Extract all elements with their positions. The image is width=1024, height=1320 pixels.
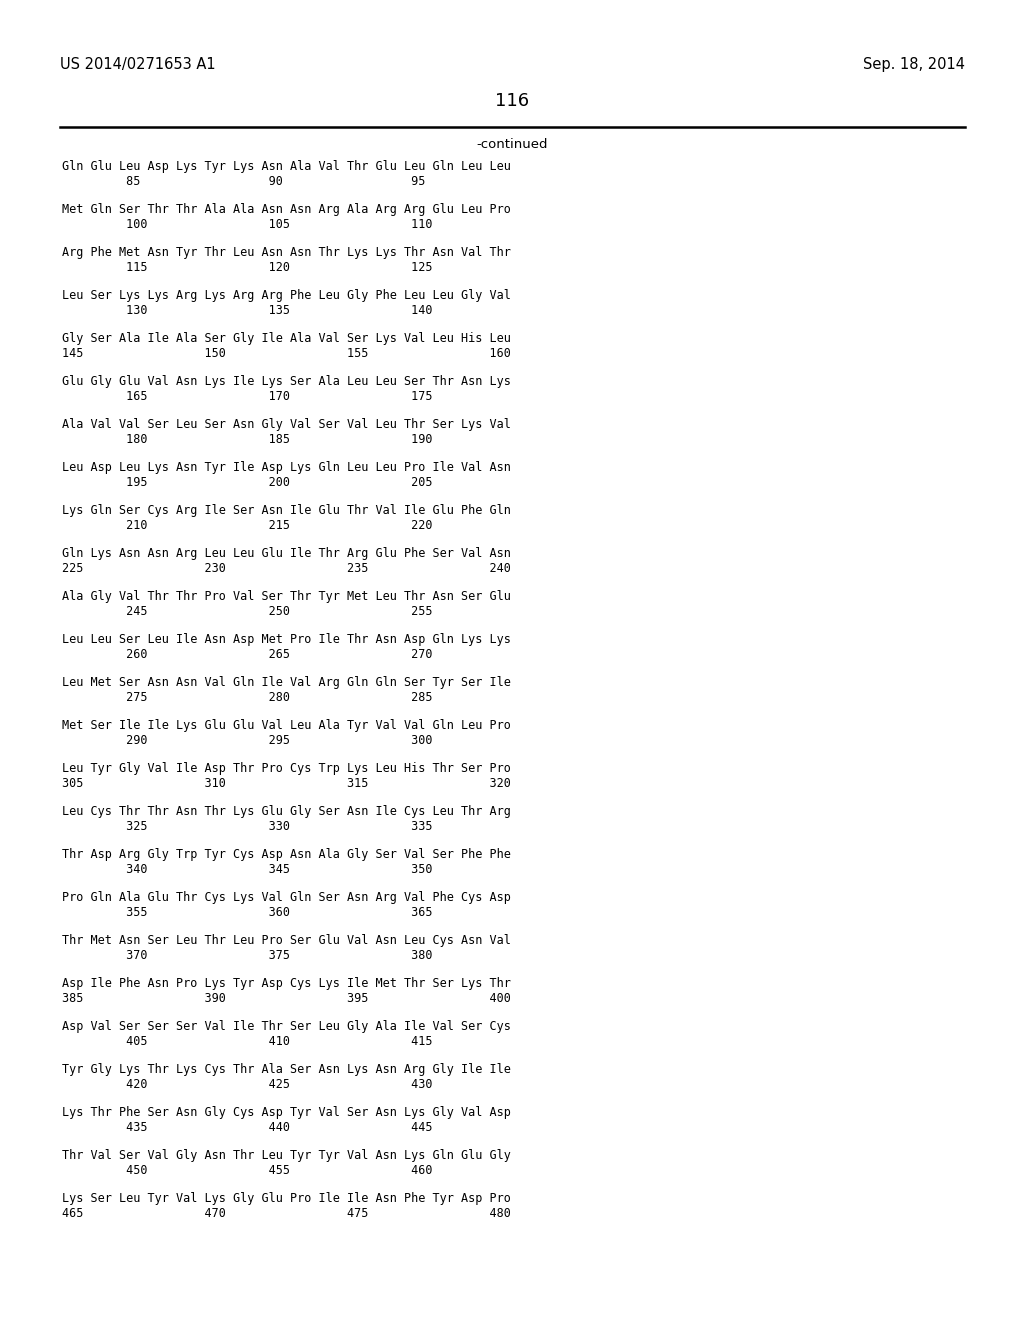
Text: Asp Ile Phe Asn Pro Lys Tyr Asp Cys Lys Ile Met Thr Ser Lys Thr: Asp Ile Phe Asn Pro Lys Tyr Asp Cys Lys … (62, 977, 511, 990)
Text: 260                 265                 270: 260 265 270 (62, 648, 432, 661)
Text: Met Gln Ser Thr Thr Ala Ala Asn Asn Arg Ala Arg Arg Glu Leu Pro: Met Gln Ser Thr Thr Ala Ala Asn Asn Arg … (62, 203, 511, 216)
Text: Thr Met Asn Ser Leu Thr Leu Pro Ser Glu Val Asn Leu Cys Asn Val: Thr Met Asn Ser Leu Thr Leu Pro Ser Glu … (62, 935, 511, 946)
Text: Leu Cys Thr Thr Asn Thr Lys Glu Gly Ser Asn Ile Cys Leu Thr Arg: Leu Cys Thr Thr Asn Thr Lys Glu Gly Ser … (62, 805, 511, 818)
Text: Sep. 18, 2014: Sep. 18, 2014 (863, 57, 965, 73)
Text: 130                 135                 140: 130 135 140 (62, 304, 432, 317)
Text: 290                 295                 300: 290 295 300 (62, 734, 432, 747)
Text: 370                 375                 380: 370 375 380 (62, 949, 432, 962)
Text: 165                 170                 175: 165 170 175 (62, 389, 432, 403)
Text: 275                 280                 285: 275 280 285 (62, 690, 432, 704)
Text: 325                 330                 335: 325 330 335 (62, 820, 432, 833)
Text: 305                 310                 315                 320: 305 310 315 320 (62, 777, 511, 789)
Text: 465                 470                 475                 480: 465 470 475 480 (62, 1206, 511, 1220)
Text: Tyr Gly Lys Thr Lys Cys Thr Ala Ser Asn Lys Asn Arg Gly Ile Ile: Tyr Gly Lys Thr Lys Cys Thr Ala Ser Asn … (62, 1063, 511, 1076)
Text: 225                 230                 235                 240: 225 230 235 240 (62, 562, 511, 576)
Text: Glu Gly Glu Val Asn Lys Ile Lys Ser Ala Leu Leu Ser Thr Asn Lys: Glu Gly Glu Val Asn Lys Ile Lys Ser Ala … (62, 375, 511, 388)
Text: Lys Gln Ser Cys Arg Ile Ser Asn Ile Glu Thr Val Ile Glu Phe Gln: Lys Gln Ser Cys Arg Ile Ser Asn Ile Glu … (62, 504, 511, 517)
Text: Leu Ser Lys Lys Arg Lys Arg Arg Phe Leu Gly Phe Leu Leu Gly Val: Leu Ser Lys Lys Arg Lys Arg Arg Phe Leu … (62, 289, 511, 302)
Text: Gly Ser Ala Ile Ala Ser Gly Ile Ala Val Ser Lys Val Leu His Leu: Gly Ser Ala Ile Ala Ser Gly Ile Ala Val … (62, 333, 511, 345)
Text: Lys Thr Phe Ser Asn Gly Cys Asp Tyr Val Ser Asn Lys Gly Val Asp: Lys Thr Phe Ser Asn Gly Cys Asp Tyr Val … (62, 1106, 511, 1119)
Text: 435                 440                 445: 435 440 445 (62, 1121, 432, 1134)
Text: 115                 120                 125: 115 120 125 (62, 261, 432, 275)
Text: Thr Asp Arg Gly Trp Tyr Cys Asp Asn Ala Gly Ser Val Ser Phe Phe: Thr Asp Arg Gly Trp Tyr Cys Asp Asn Ala … (62, 847, 511, 861)
Text: 210                 215                 220: 210 215 220 (62, 519, 432, 532)
Text: Met Ser Ile Ile Lys Glu Glu Val Leu Ala Tyr Val Val Gln Leu Pro: Met Ser Ile Ile Lys Glu Glu Val Leu Ala … (62, 719, 511, 733)
Text: Leu Met Ser Asn Asn Val Gln Ile Val Arg Gln Gln Ser Tyr Ser Ile: Leu Met Ser Asn Asn Val Gln Ile Val Arg … (62, 676, 511, 689)
Text: US 2014/0271653 A1: US 2014/0271653 A1 (60, 57, 216, 73)
Text: 450                 455                 460: 450 455 460 (62, 1164, 432, 1177)
Text: Lys Ser Leu Tyr Val Lys Gly Glu Pro Ile Ile Asn Phe Tyr Asp Pro: Lys Ser Leu Tyr Val Lys Gly Glu Pro Ile … (62, 1192, 511, 1205)
Text: -continued: -continued (476, 139, 548, 150)
Text: Gln Glu Leu Asp Lys Tyr Lys Asn Ala Val Thr Glu Leu Gln Leu Leu: Gln Glu Leu Asp Lys Tyr Lys Asn Ala Val … (62, 160, 511, 173)
Text: Asp Val Ser Ser Ser Val Ile Thr Ser Leu Gly Ala Ile Val Ser Cys: Asp Val Ser Ser Ser Val Ile Thr Ser Leu … (62, 1020, 511, 1034)
Text: 116: 116 (495, 92, 529, 110)
Text: 100                 105                 110: 100 105 110 (62, 218, 432, 231)
Text: Ala Gly Val Thr Thr Pro Val Ser Thr Tyr Met Leu Thr Asn Ser Glu: Ala Gly Val Thr Thr Pro Val Ser Thr Tyr … (62, 590, 511, 603)
Text: 145                 150                 155                 160: 145 150 155 160 (62, 347, 511, 360)
Text: 340                 345                 350: 340 345 350 (62, 863, 432, 876)
Text: 195                 200                 205: 195 200 205 (62, 477, 432, 488)
Text: Pro Gln Ala Glu Thr Cys Lys Val Gln Ser Asn Arg Val Phe Cys Asp: Pro Gln Ala Glu Thr Cys Lys Val Gln Ser … (62, 891, 511, 904)
Text: Leu Asp Leu Lys Asn Tyr Ile Asp Lys Gln Leu Leu Pro Ile Val Asn: Leu Asp Leu Lys Asn Tyr Ile Asp Lys Gln … (62, 461, 511, 474)
Text: 385                 390                 395                 400: 385 390 395 400 (62, 993, 511, 1005)
Text: 355                 360                 365: 355 360 365 (62, 906, 432, 919)
Text: Gln Lys Asn Asn Arg Leu Leu Glu Ile Thr Arg Glu Phe Ser Val Asn: Gln Lys Asn Asn Arg Leu Leu Glu Ile Thr … (62, 546, 511, 560)
Text: 245                 250                 255: 245 250 255 (62, 605, 432, 618)
Text: Arg Phe Met Asn Tyr Thr Leu Asn Asn Thr Lys Lys Thr Asn Val Thr: Arg Phe Met Asn Tyr Thr Leu Asn Asn Thr … (62, 246, 511, 259)
Text: Thr Val Ser Val Gly Asn Thr Leu Tyr Tyr Val Asn Lys Gln Glu Gly: Thr Val Ser Val Gly Asn Thr Leu Tyr Tyr … (62, 1148, 511, 1162)
Text: Leu Tyr Gly Val Ile Asp Thr Pro Cys Trp Lys Leu His Thr Ser Pro: Leu Tyr Gly Val Ile Asp Thr Pro Cys Trp … (62, 762, 511, 775)
Text: 405                 410                 415: 405 410 415 (62, 1035, 432, 1048)
Text: 85                  90                  95: 85 90 95 (62, 176, 425, 187)
Text: Ala Val Val Ser Leu Ser Asn Gly Val Ser Val Leu Thr Ser Lys Val: Ala Val Val Ser Leu Ser Asn Gly Val Ser … (62, 418, 511, 432)
Text: 420                 425                 430: 420 425 430 (62, 1078, 432, 1092)
Text: 180                 185                 190: 180 185 190 (62, 433, 432, 446)
Text: Leu Leu Ser Leu Ile Asn Asp Met Pro Ile Thr Asn Asp Gln Lys Lys: Leu Leu Ser Leu Ile Asn Asp Met Pro Ile … (62, 634, 511, 645)
